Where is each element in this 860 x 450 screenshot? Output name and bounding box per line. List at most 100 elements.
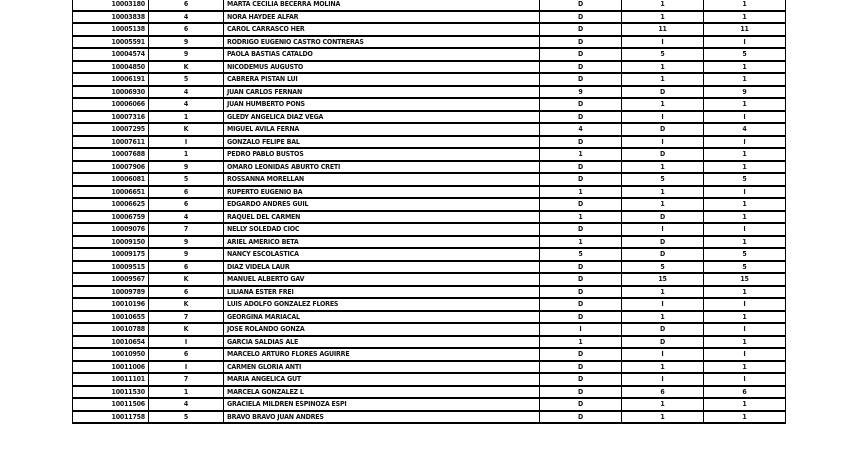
name-cell: EDGARDO ANDRES GUIL	[223, 197, 540, 212]
name-cell: RAQUEL DEL CARMEN	[223, 210, 540, 224]
value-c-cell: 1	[703, 285, 786, 299]
value-c-cell: 1	[703, 0, 786, 12]
value-a-cell: D	[539, 172, 622, 187]
name-cell: PEDRO PABLO BUSTOS	[223, 147, 540, 162]
value-b-cell: I	[621, 347, 704, 362]
name-cell: GLEDY ANGELICA DIAZ VEGA	[223, 110, 540, 124]
name-cell: RUPERTO EUGENIO BA	[223, 185, 540, 199]
check-digit-cell: I	[148, 135, 224, 149]
check-digit-cell: 5	[148, 72, 224, 87]
id-cell: 10010788	[72, 322, 149, 337]
name-cell: CARMEN GLORIA ANTI	[223, 360, 540, 374]
value-b-cell: 1	[621, 285, 704, 299]
name-cell: JOSE ROLANDO GONZA	[223, 322, 540, 337]
value-c-cell: 9	[703, 85, 786, 99]
check-digit-cell: 6	[148, 0, 224, 12]
table-row: 10004850 K NICODEMUS AUGUSTO D 1 1	[72, 60, 786, 74]
name-cell: MARCELO ARTURO FLORES AGUIRRE	[223, 347, 540, 362]
value-c-cell: 5	[703, 172, 786, 187]
value-b-cell: I	[621, 222, 704, 237]
id-cell: 10011101	[72, 372, 149, 387]
check-digit-cell: 1	[148, 147, 224, 162]
name-cell: NELLY SOLEDAD CIOC	[223, 222, 540, 237]
table-row: 10009150 9 ARIEL AMERICO BETA 1 D 1	[72, 235, 786, 249]
value-c-cell: 5	[703, 47, 786, 62]
id-cell: 10009567	[72, 272, 149, 287]
id-cell: 10006651	[72, 185, 149, 199]
value-b-cell: 1	[621, 60, 704, 74]
value-b-cell: I	[621, 297, 704, 312]
id-cell: 10004850	[72, 60, 149, 74]
value-a-cell: D	[539, 72, 622, 87]
records-table: 10003180 6 MARTA CECILIA BECERRA MOLINA D 1 1…	[72, 0, 786, 424]
value-a-cell: D	[539, 297, 622, 312]
check-digit-cell: 6	[148, 285, 224, 299]
check-digit-cell: 9	[148, 247, 224, 262]
value-b-cell: 1	[621, 360, 704, 374]
check-digit-cell: 6	[148, 260, 224, 274]
value-c-cell: I	[703, 297, 786, 312]
id-cell: 10011758	[72, 410, 149, 424]
check-digit-cell: 7	[148, 372, 224, 387]
value-a-cell: D	[539, 410, 622, 424]
name-cell: ROSSANNA MORELLAN	[223, 172, 540, 187]
value-b-cell: 1	[621, 160, 704, 174]
value-c-cell: 6	[703, 385, 786, 399]
value-b-cell: 11	[621, 22, 704, 37]
name-cell: JUAN CARLOS FERNAN	[223, 85, 540, 99]
table-row: 10006759 4 RAQUEL DEL CARMEN 1 D 1	[72, 210, 786, 224]
check-digit-cell: 6	[148, 22, 224, 37]
value-a-cell: 1	[539, 335, 622, 349]
name-cell: MARIA ANGELICA GUT	[223, 372, 540, 387]
table-row: 10011006 I CARMEN GLORIA ANTI D 1 1	[72, 360, 786, 374]
table-row: 10010655 7 GEORGINA MARIACAL D 1 1	[72, 310, 786, 324]
value-c-cell: 1	[703, 60, 786, 74]
value-a-cell: 4	[539, 122, 622, 137]
value-b-cell: D	[621, 247, 704, 262]
id-cell: 10009175	[72, 247, 149, 262]
value-b-cell: 1	[621, 197, 704, 212]
value-a-cell: D	[539, 10, 622, 24]
value-c-cell: 1	[703, 147, 786, 162]
name-cell: ARIEL AMERICO BETA	[223, 235, 540, 249]
table-row: 10007688 1 PEDRO PABLO BUSTOS 1 D 1	[72, 147, 786, 162]
check-digit-cell: 5	[148, 410, 224, 424]
value-a-cell: D	[539, 97, 622, 112]
value-a-cell: D	[539, 272, 622, 287]
id-cell: 10007906	[72, 160, 149, 174]
id-cell: 10010654	[72, 335, 149, 349]
id-cell: 10011530	[72, 385, 149, 399]
value-b-cell: D	[621, 235, 704, 249]
table-row: 10009567 K MANUEL ALBERTO GAV D 15 15	[72, 272, 786, 287]
value-c-cell: I	[703, 185, 786, 199]
value-c-cell: 1	[703, 97, 786, 112]
value-c-cell: I	[703, 322, 786, 337]
value-a-cell: D	[539, 360, 622, 374]
check-digit-cell: 7	[148, 310, 224, 324]
value-b-cell: 5	[621, 172, 704, 187]
value-b-cell: 6	[621, 385, 704, 399]
value-a-cell: D	[539, 397, 622, 412]
table-row: 10009175 9 NANCY ESCOLASTICA 5 D 5	[72, 247, 786, 262]
table-row: 10006625 6 EDGARDO ANDRES GUIL D 1 1	[72, 197, 786, 212]
value-b-cell: 1	[621, 0, 704, 12]
check-digit-cell: 7	[148, 222, 224, 237]
id-cell: 10009150	[72, 235, 149, 249]
name-cell: GARCIA SALDIAS ALE	[223, 335, 540, 349]
table-row: 10006081 5 ROSSANNA MORELLAN D 5 5	[72, 172, 786, 187]
value-a-cell: 1	[539, 185, 622, 199]
id-cell: 10006759	[72, 210, 149, 224]
name-cell: MARCELA GONZALEZ L	[223, 385, 540, 399]
table-row: 10010788 K JOSE ROLANDO GONZA I D I	[72, 322, 786, 337]
table-row: 10007611 I GONZALO FELIPE BAL D I I	[72, 135, 786, 149]
id-cell: 10009515	[72, 260, 149, 274]
table-row: 10010654 I GARCIA SALDIAS ALE 1 D 1	[72, 335, 786, 349]
table-row: 10010950 6 MARCELO ARTURO FLORES AGUIRRE D I…	[72, 347, 786, 362]
table-row: 10006066 4 JUAN HUMBERTO PONS D 1 1	[72, 97, 786, 112]
value-c-cell: 5	[703, 260, 786, 274]
value-a-cell: D	[539, 35, 622, 49]
name-cell: GRACIELA MILDREN ESPINOZA ESPI	[223, 397, 540, 412]
table-row: 10009076 7 NELLY SOLEDAD CIOC D I I	[72, 222, 786, 237]
table-row: 10003180 6 MARTA CECILIA BECERRA MOLINA D 1 1	[72, 0, 786, 12]
name-cell: RODRIGO EUGENIO CASTRO CONTRERAS	[223, 35, 540, 49]
